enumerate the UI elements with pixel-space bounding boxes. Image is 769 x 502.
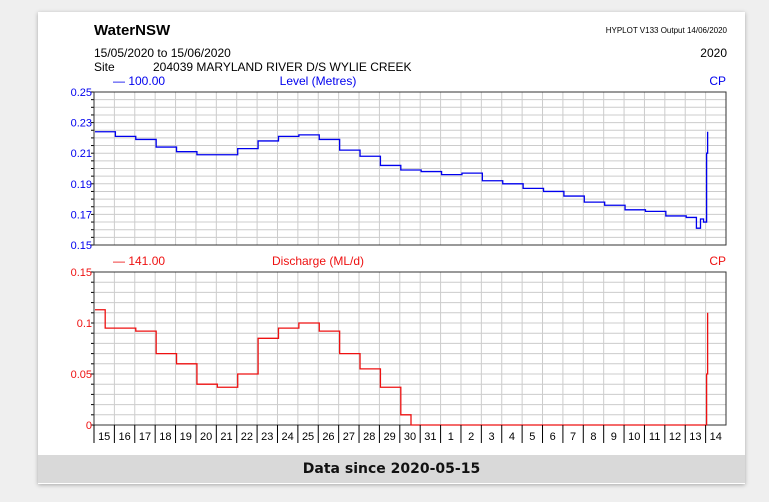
x-tick-label: 23	[261, 431, 273, 443]
x-tick-label: 12	[669, 431, 681, 443]
y-tick-label: 0.05	[71, 369, 92, 381]
discharge-series-line	[95, 309, 709, 426]
year-label: 2020	[700, 46, 727, 60]
level-series-line	[95, 131, 709, 229]
x-tick-label: 30	[404, 431, 416, 443]
x-tick-label: 19	[180, 431, 192, 443]
x-tick-label: 27	[343, 431, 355, 443]
date-range: 15/05/2020 to 15/06/2020	[94, 46, 231, 60]
x-tick-label: 18	[159, 431, 171, 443]
plot-frame	[93, 91, 727, 246]
x-tick-label: 16	[118, 431, 130, 443]
x-tick-label: 3	[488, 431, 494, 443]
level-cp-tag: CP	[709, 74, 726, 88]
site-label: Site	[94, 60, 115, 74]
version-label: HYPLOT V133 Output 14/06/2020	[605, 26, 727, 35]
y-tick-label: 0.15	[71, 240, 92, 252]
x-tick-label: 24	[282, 431, 294, 443]
discharge-legend: — 141.00	[113, 254, 165, 268]
x-tick-label: 20	[200, 431, 212, 443]
y-tick-label: 0.25	[71, 87, 92, 99]
x-tick-label: 15	[98, 431, 110, 443]
y-tick-label: 0.17	[71, 209, 92, 221]
x-tick-label: 8	[590, 431, 596, 443]
x-tick-label: 13	[689, 431, 701, 443]
y-tick-label: 0.15	[71, 267, 92, 279]
x-tick-label: 14	[710, 431, 722, 443]
x-tick-label: 28	[363, 431, 375, 443]
discharge-axis-title: Discharge (ML/d)	[272, 254, 364, 268]
y-tick-label: 0.21	[71, 148, 92, 160]
x-tick-label: 22	[241, 431, 253, 443]
brand-title: WaterNSW	[94, 22, 171, 39]
x-tick-label: 10	[628, 431, 640, 443]
x-tick-label: 2	[468, 431, 474, 443]
x-tick-label: 21	[220, 431, 232, 443]
x-tick-label: 9	[611, 431, 617, 443]
level-legend: — 100.00	[113, 74, 165, 88]
x-tick-label: 25	[302, 431, 314, 443]
y-tick-label: 0.1	[77, 318, 92, 330]
site-name: 204039 MARYLAND RIVER D/S WYLIE CREEK	[153, 60, 412, 74]
discharge-cp-tag: CP	[709, 254, 726, 268]
y-tick-label: 0	[86, 420, 92, 432]
data-since-bar: Data since 2020-05-15	[38, 455, 745, 483]
x-tick-label: 11	[649, 431, 660, 443]
x-tick-label: 7	[570, 431, 576, 443]
hydrograph-plot: 0.250.230.210.190.170.15— 100.00 Level (M…	[71, 74, 727, 443]
y-tick-label: 0.23	[71, 118, 92, 130]
level-axis-title: Level (Metres)	[280, 74, 357, 88]
x-tick-label: 6	[550, 431, 556, 443]
x-tick-label: 1	[448, 431, 454, 443]
x-tick-label: 29	[383, 431, 395, 443]
y-tick-label: 0.19	[71, 179, 92, 191]
x-tick-label: 26	[322, 431, 334, 443]
x-tick-label: 31	[424, 431, 436, 443]
plot-frame	[93, 271, 727, 426]
x-tick-label: 17	[139, 431, 151, 443]
chart-card: WaterNSW HYPLOT V133 Output 14/06/2020 1…	[38, 12, 745, 484]
x-tick-label: 5	[529, 431, 535, 443]
x-tick-label: 4	[509, 431, 515, 443]
